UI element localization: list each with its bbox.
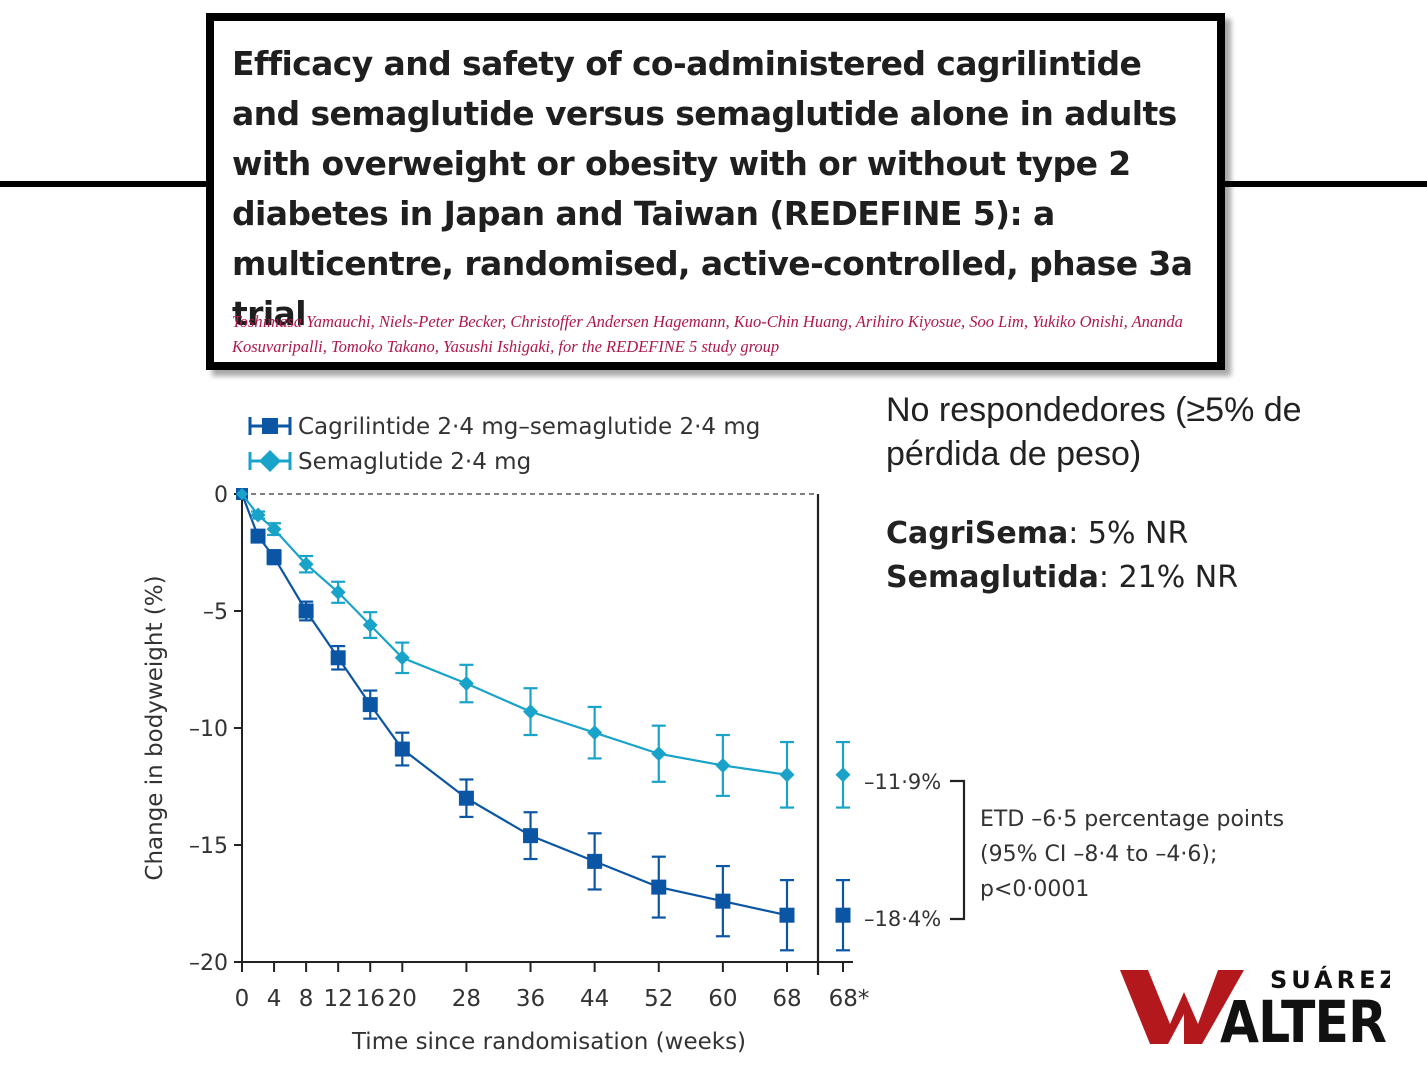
data-point-marker [715,893,731,909]
data-point-marker [266,521,282,537]
logo-main-word: ALTER [1220,988,1386,1052]
x-tick-label: 28 [452,986,481,1012]
x-tick-label-extra: 68* [829,986,870,1012]
x-tick-label: 0 [235,986,250,1012]
nonresponder-heading: No respondedores (≥5% de pérdida de peso… [886,388,1326,476]
chart-axes: 0–5–10–15–200 4 8 12 16 20 28 36 44 52 60 68 68*Time… [142,483,869,1055]
x-tick-label: 68 [772,986,801,1012]
logo-w-shape [1120,970,1244,1044]
legend-label: Cagrilintide 2·4 mg–semaglutide 2·4 mg [298,414,760,440]
etd-bracket [950,779,966,921]
data-point-marker [236,488,248,500]
data-point-marker [250,507,266,523]
data-point-marker [298,556,314,572]
legend-marker [262,418,278,434]
legend-item-cagrisema: Cagrilintide 2·4 mg–semaglutide 2·4 mg [248,414,760,440]
stat-cagrisema-value: : 5% NR [1068,516,1189,551]
data-point-marker [458,790,474,806]
chart-legend: Cagrilintide 2·4 mg–semaglutide 2·4 mg Se… [248,414,760,475]
data-point-marker [394,650,410,666]
y-tick-label: –10 [189,717,228,742]
data-point-marker [779,907,795,923]
data-point-marker [266,549,282,565]
legend-item-semaglutide: Semaglutide 2·4 mg [248,449,531,475]
x-tick-label: 8 [299,986,314,1012]
walter-suarez-logo: SUÁREZ ALTER [1120,962,1397,1057]
article-authors: Toshimasa Yamauchi, Niels-Peter Becker, … [232,312,1183,356]
x-tick-label: 20 [388,986,417,1012]
extra-data-point-marker [835,907,851,923]
series-cagrisema [236,488,851,952]
etd-annotation-line: p<0·0001 [980,877,1089,902]
y-tick-label: –15 [189,834,228,859]
legend-label: Semaglutide 2·4 mg [298,449,531,475]
y-tick-label: 0 [214,483,228,508]
data-point-marker [362,617,378,633]
x-axis-title: Time since randomisation (weeks) [351,1029,746,1055]
data-point-marker [779,767,795,783]
nonresponder-heading-text: No respondedores (≥5% de pérdida de peso… [886,391,1302,473]
data-point-marker [587,725,603,741]
x-tick-label: 4 [267,986,282,1012]
x-tick-label: 52 [644,986,673,1012]
x-tick-label: 36 [516,986,545,1012]
data-point-marker [587,853,603,869]
data-point-marker [250,528,266,544]
stat-semaglutide: Semaglutida: 21% NR [886,556,1238,600]
data-point-marker [330,584,346,600]
series-line [241,493,788,776]
data-point-marker [394,741,410,757]
end-label-semaglutide: –11·9% [864,770,941,794]
data-point-marker [458,676,474,692]
chart-marks [236,488,851,952]
logo-graphic: SUÁREZ ALTER [1120,965,1397,1056]
x-tick-label: 44 [580,986,609,1012]
header-rule-right [1222,181,1427,187]
etd-annotation-line: ETD –6·5 percentage points [980,807,1284,832]
stat-semaglutide-label: Semaglutida [886,560,1099,595]
article-title: Efficacy and safety of co-administered c… [232,44,1193,333]
article-title-box: Efficacy and safety of co-administered c… [206,13,1225,370]
end-label-cagrisema: –18·4% [864,907,941,931]
series-semaglutide [236,488,851,809]
x-tick-label: 60 [708,986,737,1012]
data-point-marker [330,650,346,666]
y-axis-title: Change in bodyweight (%) [142,575,168,880]
data-point-marker [298,603,314,619]
stat-semaglutide-value: : 21% NR [1098,560,1239,595]
y-tick-label: –20 [189,951,228,976]
y-tick-label: –5 [203,600,228,625]
etd-annotation-line: (95% CI –8·4 to –4·6); [980,842,1217,867]
logo-top-word: SUÁREZ [1270,965,1390,994]
header-rule-left [0,181,210,187]
data-point-marker [523,828,539,844]
nonresponder-stats: CagriSema: 5% NR Semaglutida: 21% NR [886,512,1238,600]
stat-cagrisema-label: CagriSema [886,516,1069,551]
data-point-marker [715,757,731,773]
data-point-marker [523,704,539,720]
data-point-marker [651,879,667,895]
x-tick-label: 16 [356,986,385,1012]
legend-marker [259,450,281,472]
stat-cagrisema: CagriSema: 5% NR [886,512,1238,556]
data-point-marker [651,746,667,762]
chart-annotation: –11·9% –18·4% ETD –6·5 percentage points (9… [864,770,1284,931]
extra-data-point-marker [835,767,851,783]
x-tick-label: 12 [324,986,353,1012]
data-point-marker [362,697,378,713]
